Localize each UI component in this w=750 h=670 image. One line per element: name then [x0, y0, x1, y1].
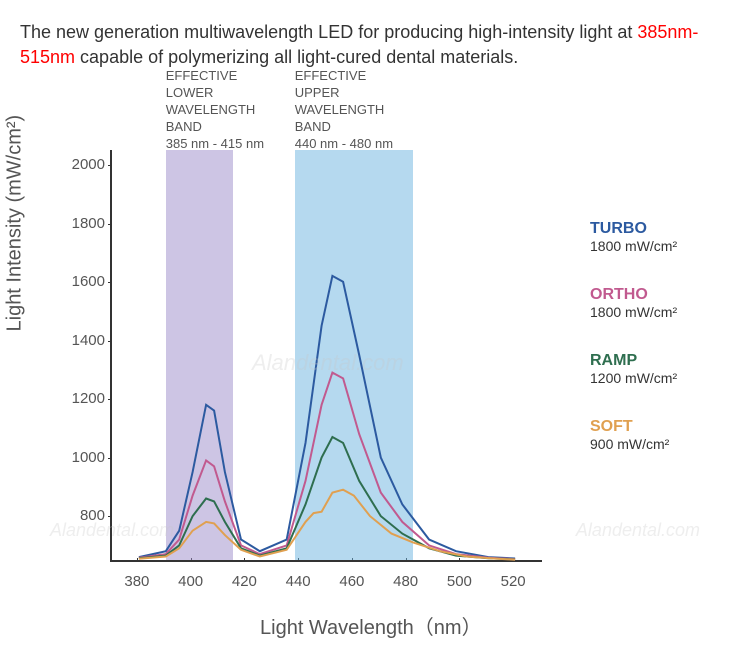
- chart-curves: [112, 150, 542, 560]
- x-axis-label: Light Wavelength（nm）: [260, 611, 482, 640]
- desc-before: The new generation multiwavelength LED f…: [20, 22, 637, 42]
- legend: TURBO1800 mW/cm²ORTHO1800 mW/cm²RAMP1200…: [590, 220, 730, 484]
- watermark: Alandental.com: [576, 520, 700, 541]
- legend-item: ORTHO1800 mW/cm²: [590, 286, 730, 320]
- legend-series-name: RAMP: [590, 352, 730, 370]
- legend-series-value: 1800 mW/cm²: [590, 304, 730, 320]
- legend-series-value: 900 mW/cm²: [590, 436, 730, 452]
- legend-series-name: ORTHO: [590, 286, 730, 304]
- legend-series-name: TURBO: [590, 220, 730, 238]
- legend-item: TURBO1800 mW/cm²: [590, 220, 730, 254]
- y-axis-label: Light Intensity (mW/cm²): [4, 115, 27, 332]
- x-tick-label: 400: [178, 573, 203, 590]
- x-tick-label: 500: [447, 573, 472, 590]
- series-curve: [139, 490, 515, 560]
- x-tick-label: 440: [286, 573, 311, 590]
- y-tick-label: 1000: [70, 449, 105, 466]
- y-tick-label: 2000: [70, 156, 105, 173]
- legend-item: RAMP1200 mW/cm²: [590, 352, 730, 386]
- desc-after: capable of polymerizing all light-cured …: [75, 47, 518, 67]
- legend-item: SOFT900 mW/cm²: [590, 418, 730, 452]
- y-tick-label: 1600: [70, 273, 105, 290]
- chart-container: Light Intensity (mW/cm²) Light Wavelengt…: [20, 90, 730, 650]
- series-curve: [139, 373, 515, 559]
- x-tick-label: 520: [501, 573, 526, 590]
- description-text: The new generation multiwavelength LED f…: [20, 20, 730, 70]
- band-label: EFFECTIVEUPPERWAVELENGTHBAND440 nm - 480…: [295, 68, 415, 152]
- legend-series-value: 1800 mW/cm²: [590, 238, 730, 254]
- x-tick-label: 460: [339, 573, 364, 590]
- y-tick-label: 800: [70, 507, 105, 524]
- band-label: EFFECTIVELOWERWAVELENGTHBAND385 nm - 415…: [166, 68, 286, 152]
- y-tick-label: 1800: [70, 215, 105, 232]
- legend-series-name: SOFT: [590, 418, 730, 436]
- y-tick-label: 1200: [70, 390, 105, 407]
- y-tick-label: 1400: [70, 332, 105, 349]
- plot-area: Alandental.com: [110, 150, 542, 562]
- x-tick-label: 420: [232, 573, 257, 590]
- legend-series-value: 1200 mW/cm²: [590, 370, 730, 386]
- x-tick-label: 480: [393, 573, 418, 590]
- x-tick-label: 380: [124, 573, 149, 590]
- series-curve: [139, 276, 515, 559]
